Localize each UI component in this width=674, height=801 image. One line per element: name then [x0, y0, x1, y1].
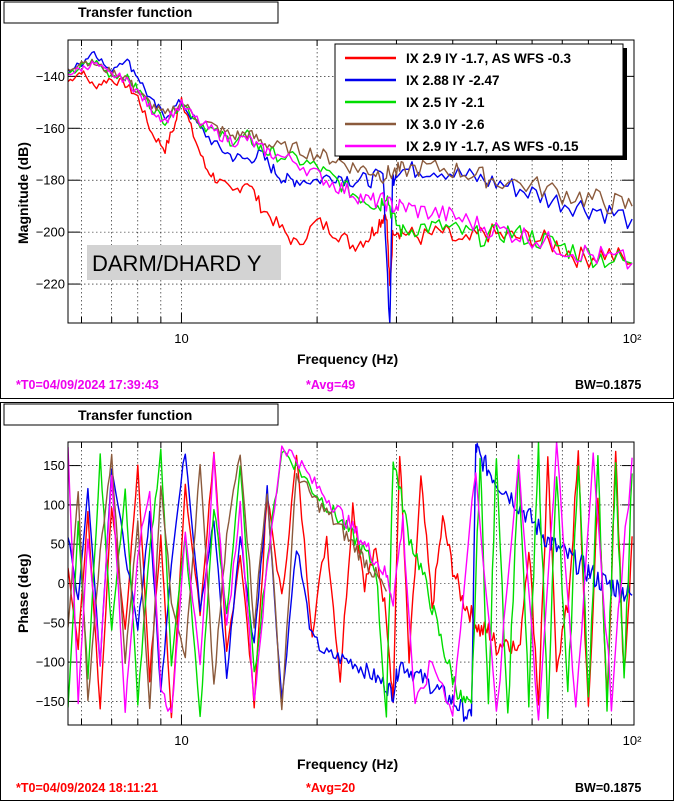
phase-title-box — [3, 403, 279, 426]
phase-ytick-label: −50 — [43, 615, 65, 630]
phase-ylabel: Phase (deg) — [15, 554, 31, 633]
legend-label: IX 3.0 IY -2.6 — [406, 117, 485, 132]
phase-plot-frame — [67, 441, 635, 726]
magnitude-xlabel: Frequency (Hz) — [297, 351, 398, 367]
phase-xtick-label: 10² — [623, 733, 642, 748]
darm-annotation-box — [87, 245, 281, 280]
phase-title: Transfer function — [78, 407, 192, 423]
phase-ytick-label: 0 — [58, 576, 65, 591]
magnitude-xtick-label: 10² — [623, 331, 642, 346]
magnitude-ytick-label: −180 — [36, 173, 65, 188]
phase-footer-bw: BW=0.1875 — [575, 781, 641, 795]
phase-footer-t0: *T0=04/09/2024 18:11:21 — [16, 781, 158, 795]
magnitude-panel: Transfer function −140 −160 −180 −200 −220 10… — [0, 0, 674, 399]
magnitude-ytick-label: −140 — [36, 69, 65, 84]
magnitude-title-box — [3, 1, 279, 24]
phase-footer-avg: *Avg=20 — [306, 781, 355, 795]
phase-ytick-label: −100 — [36, 655, 65, 670]
phase-ytick-label: 100 — [43, 497, 65, 512]
phase-ytick-label: 50 — [51, 537, 65, 552]
legend-box — [334, 43, 624, 157]
phase-ytick-label: 150 — [43, 458, 65, 473]
legend-label: IX 2.5 IY -2.1 — [406, 95, 485, 110]
darm-annotation: DARM/DHARD Y — [92, 251, 262, 276]
magnitude-footer-bw: BW=0.1875 — [575, 378, 641, 392]
magnitude-ytick-label: −200 — [36, 225, 65, 240]
phase-ytick-label: −150 — [36, 694, 65, 709]
magnitude-ylabel: Magnitude (dB) — [15, 142, 31, 244]
magnitude-plot-frame — [67, 39, 635, 324]
magnitude-ytick-label: −220 — [36, 277, 65, 292]
magnitude-footer-avg: *Avg=49 — [306, 378, 355, 392]
phase-series-line — [68, 442, 633, 722]
phase-series-line — [68, 453, 388, 711]
phase-series-line — [68, 442, 633, 721]
magnitude-ticks: −140 −160 −180 −200 −220 10 10² — [36, 40, 642, 346]
legend-entries: IX 2.9 IY -1.7, AS WFS -0.3 IX 2.88 IY -2… — [345, 51, 579, 154]
legend-label: IX 2.9 IY -1.7, AS WFS -0.3 — [406, 51, 572, 66]
legend: IX 2.9 IY -1.7, AS WFS -0.3 IX 2.88 IY -2… — [334, 43, 627, 160]
phase-series-line — [68, 442, 633, 719]
magnitude-title: Transfer function — [78, 4, 192, 20]
phase-xtick-label: 10 — [174, 733, 188, 748]
magnitude-series-line — [68, 51, 633, 323]
phase-series — [68, 442, 633, 722]
magnitude-series-line — [68, 70, 633, 287]
phase-panel: Transfer function 150 100 50 0 −50 −100 −150 10… — [0, 402, 674, 801]
phase-ticks: 150 100 50 0 −50 −100 −150 10 10² — [36, 442, 642, 748]
magnitude-series — [68, 51, 633, 323]
legend-label: IX 2.88 IY -2.47 — [406, 73, 500, 88]
magnitude-grid — [68, 40, 634, 323]
magnitude-ytick-label: −160 — [36, 121, 65, 136]
magnitude-series-line — [68, 60, 633, 270]
magnitude-xtick-label: 10 — [174, 331, 188, 346]
legend-label: IX 2.9 IY -1.7, AS WFS -0.15 — [406, 139, 579, 154]
magnitude-footer-t0: *T0=04/09/2024 17:39:43 — [16, 378, 159, 392]
phase-xlabel: Frequency (Hz) — [297, 756, 398, 772]
